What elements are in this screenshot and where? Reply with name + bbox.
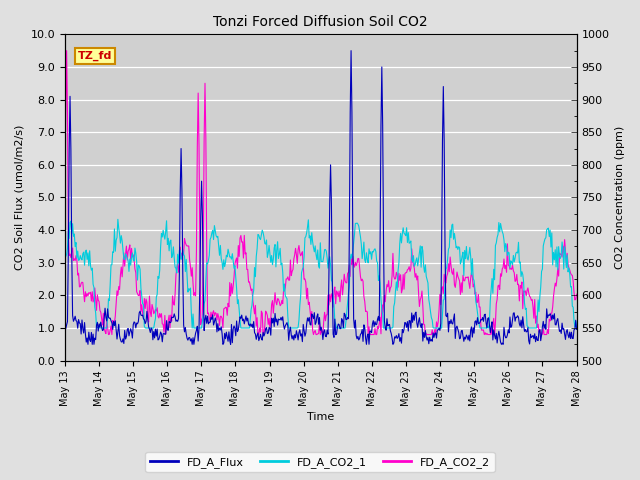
Title: Tonzi Forced Diffusion Soil CO2: Tonzi Forced Diffusion Soil CO2 — [213, 15, 428, 29]
Y-axis label: CO2 Soil Flux (umol/m2/s): CO2 Soil Flux (umol/m2/s) — [15, 125, 25, 270]
X-axis label: Time: Time — [307, 412, 334, 422]
Y-axis label: CO2 Concentration (ppm): CO2 Concentration (ppm) — [615, 126, 625, 269]
Text: TZ_fd: TZ_fd — [77, 51, 112, 61]
Legend: FD_A_Flux, FD_A_CO2_1, FD_A_CO2_2: FD_A_Flux, FD_A_CO2_1, FD_A_CO2_2 — [145, 452, 495, 472]
